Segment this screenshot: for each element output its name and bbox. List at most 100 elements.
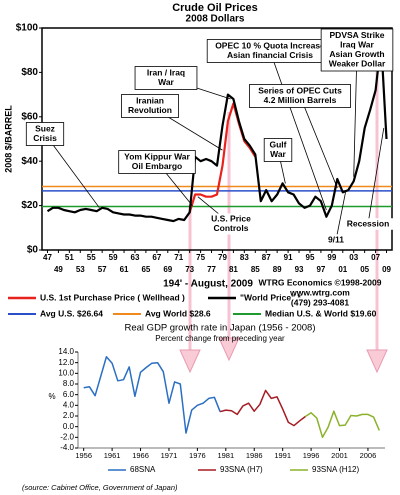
x-tick-label: 1966: [132, 451, 149, 460]
annotation-box: [249, 84, 351, 108]
y-tick-label: $0: [27, 245, 39, 256]
annotation-text: Suez: [35, 124, 55, 134]
arrow-head: [218, 337, 240, 362]
arrow-head: [366, 349, 388, 374]
annotation-text: 9/11: [328, 234, 344, 244]
annotation-bg: [341, 218, 395, 230]
annotation-text: Asian Growth: [329, 49, 384, 59]
y-tick-label: $40: [21, 156, 38, 167]
annotation-text: OPEC 10 % Quota Increase: [215, 41, 325, 51]
chart-title: Crude Oil Prices: [172, 2, 258, 14]
x-tick-label: 51: [65, 253, 74, 262]
link-arrows: [179, 40, 388, 374]
x-tick-label: 1956: [75, 451, 92, 460]
annotation-text: PDVSA Strike: [330, 30, 385, 40]
x-tick-label: 65: [141, 265, 150, 274]
annotation-text: Iranian: [136, 96, 164, 106]
annotation-text: Yom Kippur War: [124, 152, 190, 162]
credit-text: (479) 293-4081: [291, 297, 349, 307]
y-tick-label: 0.0: [63, 422, 75, 431]
x-tick-label: 89: [273, 265, 282, 274]
x-tick-label: 81: [229, 265, 238, 274]
x-tick-label: 1991: [274, 451, 291, 460]
annotation-pointer: [367, 127, 385, 225]
x-tick-label: 83: [240, 253, 249, 262]
legend-label: Avg World $28.6: [145, 308, 211, 318]
chart-title: Real GDP growth rate in Japan (1956 - 20…: [125, 323, 316, 334]
x-tick-label: 77: [207, 265, 216, 274]
x-tick-label: 87: [262, 253, 271, 262]
annotation-text: Asian financial Crisis: [227, 50, 313, 60]
y-tick-label: 10.0: [58, 368, 74, 377]
credit-text: www.wtrg.com: [289, 287, 350, 297]
legend-label: 93SNA (H7): [220, 465, 263, 474]
x-tick-label: 59: [109, 253, 118, 262]
x-tick-label: 47: [43, 253, 52, 262]
legend-label: 68SNA: [130, 465, 156, 474]
x-tick-label: 49: [54, 265, 63, 274]
y-tick-label: 8.0: [63, 379, 75, 388]
y-tick-label: 6.0: [63, 390, 75, 399]
x-tick-label: 1986: [246, 451, 263, 460]
x-tick-label: 67: [152, 253, 161, 262]
x-tick-label: 1971: [161, 451, 178, 460]
x-tick-label: 69: [163, 265, 172, 274]
x-tick-label: 2006: [360, 451, 377, 460]
annotation-text: Crisis: [33, 133, 57, 143]
legend-label: Median U.S. & World $19.60: [265, 308, 377, 318]
annotation-box: [121, 94, 179, 118]
y-tick-label: $20: [21, 200, 38, 211]
series-line: [219, 389, 306, 427]
y-tick-label: 4.0: [63, 400, 75, 409]
annotation-bg: [202, 213, 260, 235]
x-tick-label: 97: [316, 265, 325, 274]
annotation-text: Controls: [214, 223, 249, 233]
y-tick-label: 12.0: [58, 358, 74, 367]
legend-label: 93SNA (H12): [312, 465, 359, 474]
annotation-text: War: [270, 149, 286, 159]
y-tick-label: $60: [21, 111, 38, 122]
annotation-text: Iraq War: [340, 40, 374, 50]
y-tick-label: -2.0: [60, 432, 74, 441]
series-line: [188, 102, 257, 213]
x-tick-label: 1996: [303, 451, 320, 460]
y-tick-label: $100: [16, 23, 39, 34]
annotation-box: [320, 28, 394, 72]
x-tick-label: 63: [131, 253, 140, 262]
y-axis-label: 2008 $/BARREL: [3, 105, 13, 173]
annotation-pointer: [44, 133, 100, 209]
annotation-text: Weaker Dollar: [329, 59, 386, 69]
legend-label: U.S. 1st Purchase Price ( Wellhead ): [40, 292, 185, 302]
x-tick-label: 07: [371, 253, 380, 262]
y-tick-label: 2.0: [63, 411, 75, 420]
annotation-text: Iran / Iraq: [147, 68, 185, 78]
annotation-bg: [322, 234, 350, 246]
series-line: [83, 356, 221, 434]
annotation-pointer: [269, 50, 327, 211]
annotation-text: Oil Embargo: [132, 161, 183, 171]
annotation-text: U.S. Price: [211, 214, 251, 224]
annotation-pointer: [299, 95, 338, 188]
y-tick-label: 14.0: [58, 347, 74, 356]
annotation-text: War: [158, 77, 174, 87]
x-tick-label: 05: [360, 265, 369, 274]
annotation-box: [134, 66, 198, 90]
x-tick-label: 93: [295, 265, 304, 274]
y-tick-label: $80: [21, 67, 38, 78]
annotation-text: 4.2 Million Barrels: [264, 95, 337, 105]
x-tick-label: 73: [185, 265, 194, 274]
annotation-text: Gulf: [270, 140, 287, 150]
y-tick-label: -4.0: [60, 443, 74, 452]
annotation-box: [118, 150, 196, 174]
annotation-pointer: [335, 192, 346, 241]
annotation-text: Series of OPEC Cuts: [258, 86, 342, 96]
annotation-box: [25, 122, 65, 146]
x-tick-label: 99: [327, 253, 336, 262]
x-tick-label: 95: [306, 253, 315, 262]
credit-text: WTRG Economics ©1998-2009: [259, 277, 382, 287]
x-tick-label: 1981: [217, 451, 234, 460]
x-tick-label: 01: [338, 265, 347, 274]
series-line: [46, 40, 388, 223]
period-label: 194' - August, 2009: [163, 279, 253, 290]
